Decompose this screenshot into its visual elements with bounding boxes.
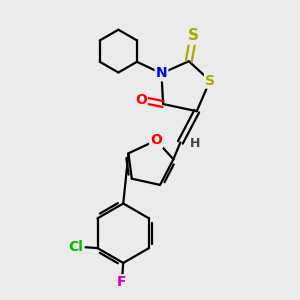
Text: N: N bbox=[156, 66, 167, 80]
Text: Cl: Cl bbox=[69, 240, 83, 254]
Text: S: S bbox=[205, 74, 215, 88]
Text: H: H bbox=[190, 137, 200, 150]
Text: F: F bbox=[117, 275, 127, 289]
Text: S: S bbox=[188, 28, 199, 44]
Text: O: O bbox=[135, 93, 147, 106]
Text: O: O bbox=[150, 134, 162, 147]
